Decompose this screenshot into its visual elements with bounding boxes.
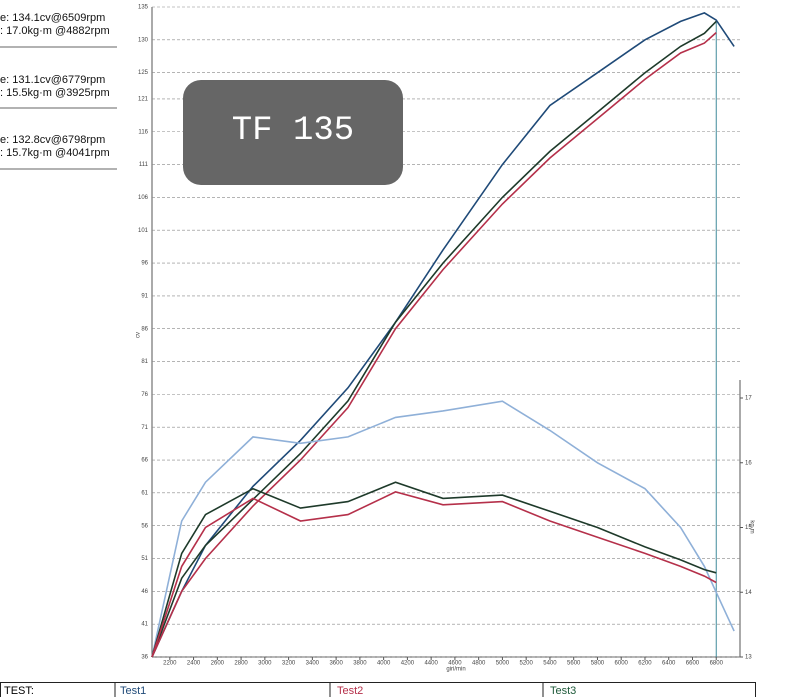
table-column: Test1 xyxy=(120,685,146,697)
y-tick-label: 116 xyxy=(138,129,148,135)
badge: TF 135 xyxy=(232,112,354,150)
y-tick-label: 56 xyxy=(141,523,148,529)
series-line xyxy=(151,20,717,658)
y-tick-label: 106 xyxy=(138,195,149,201)
y-tick-label: 96 xyxy=(141,261,148,267)
y2-tick-label: 17 xyxy=(745,396,752,402)
x-tick-label: 4800 xyxy=(472,661,486,667)
y-tick-label: 91 xyxy=(141,293,148,299)
y-tick-label: 76 xyxy=(141,392,148,398)
y2-tick-label: 16 xyxy=(745,460,752,466)
y2-axis-label: kg·m xyxy=(748,520,754,533)
x-tick-label: 2400 xyxy=(187,661,201,667)
y-tick-label: 130 xyxy=(138,37,149,43)
y-tick-label: 125 xyxy=(138,70,149,76)
table-frame xyxy=(0,682,756,697)
y2-tick-label: 15 xyxy=(745,525,752,531)
y2-tick-label: 14 xyxy=(745,590,752,596)
series-line xyxy=(151,481,717,658)
y-tick-label: 66 xyxy=(141,458,148,464)
x-tick-label: 3200 xyxy=(282,661,296,667)
y-tick-label: 135 xyxy=(138,5,149,11)
y-tick-label: 81 xyxy=(141,359,148,365)
x-tick-label: 4600 xyxy=(448,661,462,667)
x-tick-label: 5000 xyxy=(496,661,510,667)
x-tick-label: 6800 xyxy=(710,661,724,667)
badge-box xyxy=(183,80,403,185)
note-text: : 15.5kg·m @3925rpm xyxy=(0,87,110,99)
x-tick-label: 3800 xyxy=(353,661,367,667)
x-tick-label: 5800 xyxy=(591,661,605,667)
y-tick-label: 46 xyxy=(141,589,148,595)
y2-tick-label: 13 xyxy=(745,655,752,661)
note-text: : 15.7kg·m @4041rpm xyxy=(0,147,110,159)
table-column: Test2 xyxy=(337,685,363,697)
y-tick-label: 61 xyxy=(141,490,148,496)
y-tick-label: 41 xyxy=(141,622,148,628)
x-tick-label: 2800 xyxy=(234,661,248,667)
series-line xyxy=(151,12,735,658)
x-tick-label: 6400 xyxy=(662,661,676,667)
y-tick-label: 121 xyxy=(138,96,149,102)
table-header: TEST: xyxy=(4,685,34,697)
y-tick-label: 86 xyxy=(141,326,148,332)
note-text: e: 132.8cv@6798rpm xyxy=(0,134,105,146)
table-column: Test3 xyxy=(550,685,576,697)
x-tick-label: 5400 xyxy=(543,661,557,667)
y-tick-label: 51 xyxy=(141,556,148,562)
x-tick-label: 4000 xyxy=(377,661,391,667)
x-tick-label: 3400 xyxy=(306,661,320,667)
x-tick-label: 5600 xyxy=(567,661,581,667)
x-tick-label: 4400 xyxy=(424,661,438,667)
x-tick-label: 6600 xyxy=(686,661,700,667)
x-tick-label: 2600 xyxy=(211,661,225,667)
x-axis-label: giri/min xyxy=(446,667,465,673)
series-line xyxy=(151,491,717,658)
x-tick-label: 5200 xyxy=(520,661,534,667)
series-line xyxy=(151,32,717,658)
y-tick-label: 36 xyxy=(141,655,148,661)
note-text: e: 134.1cv@6509rpm xyxy=(0,12,105,24)
y-tick-label: 111 xyxy=(139,162,149,168)
y-tick-label: 101 xyxy=(138,228,149,234)
series-line xyxy=(151,400,735,658)
note-text: : 17.0kg·m @4882rpm xyxy=(0,25,110,37)
x-tick-label: 3600 xyxy=(329,661,343,667)
x-tick-label: 4200 xyxy=(401,661,415,667)
y-tick-label: 71 xyxy=(141,425,148,431)
x-tick-label: 6000 xyxy=(615,661,629,667)
x-tick-label: 3000 xyxy=(258,661,272,667)
x-tick-label: 2200 xyxy=(163,661,177,667)
y-axis-label: cv xyxy=(136,332,142,338)
note-text: e: 131.1cv@6779rpm xyxy=(0,74,105,86)
x-tick-label: 6200 xyxy=(638,661,652,667)
